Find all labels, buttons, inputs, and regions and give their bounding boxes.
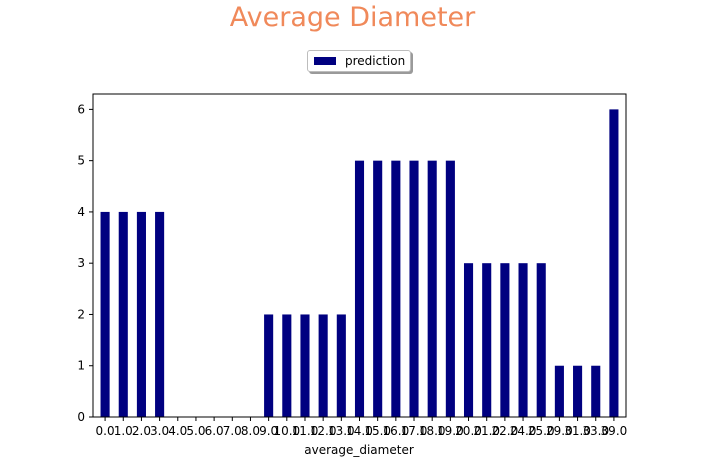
x-tick-label-6.0: 6.0 <box>205 424 224 438</box>
x-tick-label-1.0: 1.0 <box>114 424 133 438</box>
bar-21.0 <box>482 263 492 417</box>
bar-19.0 <box>445 160 455 417</box>
x-tick-label-21.0: 21.0 <box>473 424 500 438</box>
bars-group <box>100 109 619 417</box>
bar-11.0 <box>300 314 310 417</box>
bar-14.0 <box>354 160 365 417</box>
bar-10.0 <box>282 314 292 417</box>
bar-3.0 <box>155 211 165 417</box>
x-tick-label-7.0: 7.0 <box>223 424 242 438</box>
x-tick-label-17.0: 17.0 <box>401 424 428 438</box>
y-tick-label-2: 2 <box>77 307 85 321</box>
bar-16.0 <box>391 160 401 417</box>
legend-swatch-prediction <box>314 57 336 65</box>
x-tick-label-29.0: 29.0 <box>546 424 573 438</box>
x-tick-label-24.0: 24.0 <box>510 424 537 438</box>
bar-39.0 <box>609 109 619 417</box>
bar-0.0 <box>100 211 110 417</box>
bar-17.0 <box>409 160 419 417</box>
y-tick-label-3: 3 <box>77 256 85 270</box>
bar-31.0 <box>573 365 583 417</box>
chart-title: Average Diameter <box>229 2 476 33</box>
x-tick-label-9.0: 9.0 <box>259 424 278 438</box>
x-tick-label-10.0: 10.0 <box>273 424 300 438</box>
bar-24.0 <box>518 263 528 417</box>
x-tick-label-16.0: 16.0 <box>382 424 409 438</box>
y-tick-label-0: 0 <box>77 410 85 424</box>
y-tick-label-1: 1 <box>77 359 85 373</box>
x-tick-label-2.0: 2.0 <box>132 424 151 438</box>
y-tick-label-6: 6 <box>77 102 85 116</box>
x-tick-label-13.0: 13.0 <box>328 424 355 438</box>
legend: prediction <box>307 50 411 72</box>
bar-12.0 <box>318 314 328 417</box>
bar-22.0 <box>500 263 510 417</box>
x-tick-label-8.0: 8.0 <box>241 424 260 438</box>
bar-33.0 <box>591 365 601 417</box>
x-tick-label-5.0: 5.0 <box>186 424 205 438</box>
x-tick-label-22.0: 22.0 <box>492 424 519 438</box>
x-tick-label-4.0: 4.0 <box>168 424 187 438</box>
x-tick-label-25.0: 25.0 <box>528 424 555 438</box>
x-tick-label-15.0: 15.0 <box>364 424 391 438</box>
y-tick-label-4: 4 <box>77 205 85 219</box>
bar-25.0 <box>536 263 546 417</box>
bar-13.0 <box>336 314 346 417</box>
bar-1.0 <box>118 211 128 417</box>
x-tick-label-14.0: 14.0 <box>346 424 373 438</box>
x-tick-label-19.0: 19.0 <box>437 424 464 438</box>
bar-9.0 <box>264 314 274 417</box>
bar-20.0 <box>463 263 474 417</box>
x-tick-label-18.0: 18.0 <box>419 424 446 438</box>
x-tick-label-3.0: 3.0 <box>150 424 169 438</box>
bar-29.0 <box>554 365 564 417</box>
x-tick-label-39.0: 39.0 <box>601 424 628 438</box>
x-tick-label-12.0: 12.0 <box>310 424 337 438</box>
y-tick-label-5: 5 <box>77 154 85 168</box>
bar-2.0 <box>136 211 146 417</box>
legend-label-prediction: prediction <box>345 54 406 68</box>
x-axis-label: average_diameter <box>304 443 414 457</box>
x-tick-label-11.0: 11.0 <box>292 424 319 438</box>
x-tick-label-20.0: 20.0 <box>455 424 482 438</box>
x-tick-label-31.0: 31.0 <box>564 424 591 438</box>
bar-15.0 <box>373 160 383 417</box>
x-tick-label-0.0: 0.0 <box>96 424 115 438</box>
bar-18.0 <box>427 160 437 417</box>
x-axis: 0.0 1.0 2.0 3.0 4.0 5.0 6.0 7.0 8.0 9.010.011.012… <box>96 417 628 438</box>
y-axis: 0 1 2 3 4 5 6 <box>77 102 93 424</box>
x-tick-label-33.0: 33.0 <box>582 424 609 438</box>
